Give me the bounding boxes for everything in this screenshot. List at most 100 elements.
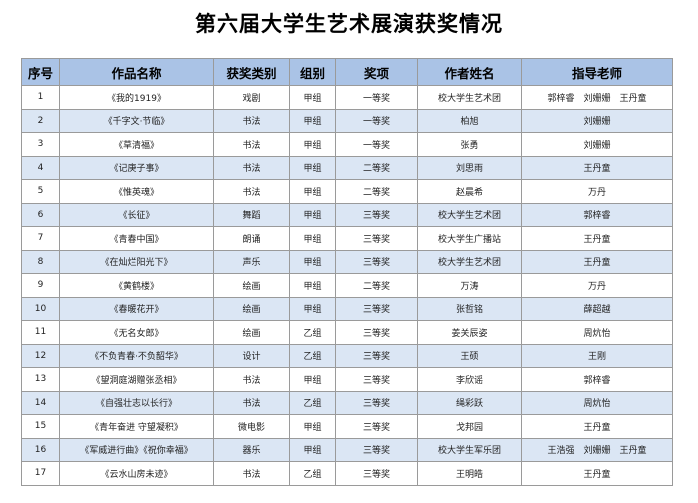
cell-author: 绳彩跃 [417,390,522,415]
cell-work-title: 《长征》 [59,202,214,227]
cell-serial-number: 5 [21,179,60,204]
cell-prize: 三等奖 [335,296,418,321]
cell-work-title: 《记庚子事》 [59,155,214,180]
cell-award-category: 书法 [213,367,290,392]
cell-prize: 二等奖 [335,273,418,298]
cell-instructor: 王丹童 [521,461,673,486]
cell-award-category: 微电影 [213,414,290,439]
cell-prize: 三等奖 [335,390,418,415]
cell-author: 校大学生军乐团 [417,437,522,462]
cell-author: 校大学生艺术团 [417,85,522,110]
cell-serial-number: 11 [21,320,60,345]
cell-award-category: 书法 [213,390,290,415]
cell-instructor: 周炕怡 [521,320,673,345]
cell-work-title: 《千字文·节临》 [59,108,214,133]
header-work-title: 作品名称 [59,58,214,86]
cell-prize: 三等奖 [335,320,418,345]
table-row: 11 《无名女郎》 绘画 乙组 三等奖 姜关辰姿 周炕怡 [21,320,673,345]
cell-work-title: 《自强壮志以长行》 [59,390,214,415]
cell-group: 甲组 [289,202,336,227]
cell-prize: 三等奖 [335,249,418,274]
cell-award-category: 戏剧 [213,85,290,110]
cell-prize: 二等奖 [335,155,418,180]
header-award-category: 获奖类别 [213,58,290,86]
header-prize: 奖项 [335,58,418,86]
cell-prize: 二等奖 [335,179,418,204]
cell-serial-number: 9 [21,273,60,298]
cell-work-title: 《无名女郎》 [59,320,214,345]
cell-prize: 一等奖 [335,85,418,110]
header-group: 组别 [289,58,336,86]
cell-prize: 三等奖 [335,437,418,462]
cell-group: 甲组 [289,108,336,133]
cell-author: 校大学生广播站 [417,226,522,251]
cell-group: 乙组 [289,390,336,415]
cell-author: 王硕 [417,343,522,368]
cell-serial-number: 1 [21,85,60,110]
cell-instructor: 薛超越 [521,296,673,321]
cell-serial-number: 6 [21,202,60,227]
page-title: 第六届大学生艺术展演获奖情况 [195,11,503,36]
cell-instructor: 郭梓睿 刘姗姗 王丹童 [521,85,673,110]
cell-instructor: 周炕怡 [521,390,673,415]
cell-serial-number: 12 [21,343,60,368]
cell-serial-number: 14 [21,390,60,415]
table-row: 16 《军威进行曲》《祝你幸福》 器乐 甲组 三等奖 校大学生军乐团 王浩强 刘姗姗 王丹童 [21,437,673,462]
cell-group: 甲组 [289,132,336,157]
cell-serial-number: 7 [21,226,60,251]
cell-work-title: 《云水山房未迹》 [59,461,214,486]
cell-prize: 三等奖 [335,226,418,251]
table-row: 1 《我的1919》 戏剧 甲组 一等奖 校大学生艺术团 郭梓睿 刘姗姗 王丹童 [21,85,673,110]
cell-prize: 三等奖 [335,343,418,368]
cell-serial-number: 3 [21,132,60,157]
cell-group: 甲组 [289,155,336,180]
cell-award-category: 书法 [213,155,290,180]
table-header-row: 序号 作品名称 获奖类别 组别 奖项 作者姓名 指导老师 [21,58,673,86]
cell-serial-number: 15 [21,414,60,439]
table-row: 10 《春暖花开》 绘画 甲组 三等奖 张哲铭 薛超越 [21,296,673,321]
table-row: 4 《记庚子事》 书法 甲组 二等奖 刘思雨 王丹童 [21,155,673,180]
cell-group: 甲组 [289,296,336,321]
cell-group: 乙组 [289,461,336,486]
cell-instructor: 王丹童 [521,155,673,180]
cell-instructor: 王丹童 [521,249,673,274]
cell-group: 乙组 [289,320,336,345]
table-row: 2 《千字文·节临》 书法 甲组 一等奖 柏旭 刘姗姗 [21,108,673,133]
table-row: 15 《青年奋进 守望凝积》 微电影 甲组 三等奖 戈邦园 王丹童 [21,414,673,439]
table-row: 7 《青春中国》 朗诵 甲组 三等奖 校大学生广播站 王丹童 [21,226,673,251]
cell-work-title: 《我的1919》 [59,85,214,110]
cell-award-category: 设计 [213,343,290,368]
cell-work-title: 《望洞庭湖赠张丞相》 [59,367,214,392]
cell-serial-number: 4 [21,155,60,180]
cell-award-category: 绘画 [213,273,290,298]
cell-serial-number: 13 [21,367,60,392]
cell-instructor: 刘姗姗 [521,132,673,157]
cell-work-title: 《春暖花开》 [59,296,214,321]
cell-instructor: 王丹童 [521,226,673,251]
cell-award-category: 绘画 [213,320,290,345]
cell-group: 甲组 [289,85,336,110]
cell-author: 赵晨希 [417,179,522,204]
table-row: 8 《在灿烂阳光下》 声乐 甲组 三等奖 校大学生艺术团 王丹童 [21,249,673,274]
awards-table: 序号 作品名称 获奖类别 组别 奖项 作者姓名 指导老师 1 《我的1919》 戏剧… [21,58,673,486]
cell-serial-number: 10 [21,296,60,321]
cell-work-title: 《草清福》 [59,132,214,157]
cell-award-category: 器乐 [213,437,290,462]
cell-award-category: 绘画 [213,296,290,321]
cell-work-title: 《青春中国》 [59,226,214,251]
cell-group: 甲组 [289,226,336,251]
cell-group: 甲组 [289,179,336,204]
cell-author: 王明皓 [417,461,522,486]
cell-author: 李欣谣 [417,367,522,392]
cell-award-category: 书法 [213,132,290,157]
cell-serial-number: 2 [21,108,60,133]
cell-instructor: 万丹 [521,273,673,298]
cell-group: 甲组 [289,414,336,439]
cell-prize: 三等奖 [335,414,418,439]
cell-work-title: 《青年奋进 守望凝积》 [59,414,214,439]
table-row: 12 《不负青春·不负韶华》 设计 乙组 三等奖 王硕 王刚 [21,343,673,368]
table-row: 17 《云水山房未迹》 书法 乙组 三等奖 王明皓 王丹童 [21,461,673,486]
cell-instructor: 刘姗姗 [521,108,673,133]
cell-group: 甲组 [289,249,336,274]
cell-prize: 三等奖 [335,461,418,486]
